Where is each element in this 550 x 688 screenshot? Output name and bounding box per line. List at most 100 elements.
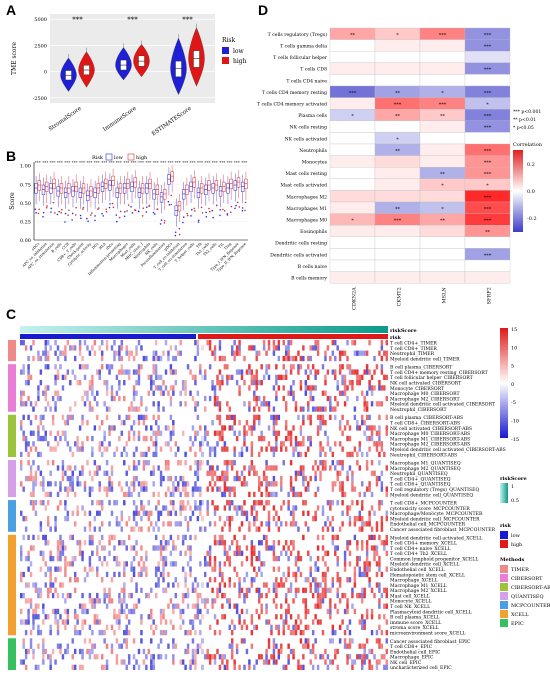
heatmap-cell-high <box>368 664 371 670</box>
heatmap-cell-low <box>66 475 70 482</box>
heatmap-cell-high <box>378 505 381 511</box>
outlier-high <box>37 212 40 215</box>
heatmap-cell-high <box>174 545 178 551</box>
heatmap-cell-low <box>32 624 35 630</box>
heatmap-row-label: uncharacterized cell_EPIC <box>390 665 452 671</box>
heatmap-cell-high <box>140 555 143 562</box>
outlier-high <box>91 212 93 214</box>
heatmap-cell-low <box>54 614 57 620</box>
heatmap-cell-high <box>378 380 381 386</box>
heatmap-cell-low <box>365 369 369 375</box>
heatmap-cell-high <box>233 491 236 498</box>
heatmap-cell-high <box>61 470 65 476</box>
heatmap-cell-high <box>150 510 153 516</box>
heatmap-cell-low <box>162 566 165 572</box>
outlier-low <box>42 215 44 218</box>
heatmap-cell-high <box>341 446 344 452</box>
heatmap-cell-high <box>110 465 114 471</box>
heatmap-cell-high <box>24 598 28 604</box>
heatmap-cell-low <box>110 395 114 402</box>
heatmap-cell-low <box>137 648 141 655</box>
heatmap-cell-high <box>137 526 141 532</box>
heatmap-cell-low <box>24 629 28 636</box>
heatmap-cell-high <box>118 395 121 402</box>
heatmap-cell-low <box>88 534 92 541</box>
heatmap-cell-high <box>154 340 158 346</box>
heatmap-cell-low <box>311 629 315 636</box>
heatmap-cell-high <box>253 500 256 506</box>
heatmap-cell-high <box>336 587 339 593</box>
heatmap-cell-high <box>365 486 369 492</box>
heatmap-cell-high <box>272 481 276 487</box>
y-tick-label: 0.25 <box>20 219 31 225</box>
heatmap-cell-high <box>294 355 298 362</box>
heatmap-cell-low <box>204 425 207 431</box>
heatmap-cell-low <box>64 500 67 506</box>
heatmap-cell-low <box>130 608 133 615</box>
heatmap-cell-high <box>361 545 364 551</box>
heatmap-cell-high <box>334 406 337 412</box>
heatmap-cell-high <box>250 614 254 620</box>
heatmap-cell-high <box>370 545 374 551</box>
heatmap-cell-high <box>37 643 40 649</box>
significance-label: *** <box>190 160 196 165</box>
heatmap-cell-high <box>375 446 379 452</box>
heatmap-cell-high <box>253 465 256 471</box>
heatmap-cell-high <box>218 380 222 386</box>
heatmap-cell-high <box>324 374 327 381</box>
heatmap-cell-low <box>282 619 285 625</box>
heatmap-cell-low <box>22 592 25 599</box>
heatmap-cell-high <box>250 555 254 562</box>
heatmap-cell-high <box>91 406 94 412</box>
heatmap-cell-low <box>368 582 371 588</box>
heatmap-cell-high <box>265 534 268 541</box>
correlation-cell <box>329 120 376 133</box>
heatmap-cell-low <box>294 521 298 527</box>
heatmap-cell-low <box>56 355 60 362</box>
heatmap-cell-high <box>287 571 290 578</box>
heatmap-cell-high <box>24 515 28 522</box>
heatmap-cell-high <box>346 659 349 665</box>
heatmap-cell-high <box>218 486 222 492</box>
heatmap-cell-high <box>46 521 50 527</box>
heatmap-cell-low <box>253 664 256 670</box>
heatmap-cell-high <box>304 643 308 649</box>
heatmap-cell-high <box>280 475 283 482</box>
heatmap-cell-high <box>213 629 217 636</box>
heatmap-cell-low <box>22 643 25 649</box>
heatmap-cell-low <box>142 414 146 421</box>
heatmap-cell-low <box>127 369 131 375</box>
heatmap-cell-low <box>196 515 200 522</box>
legend-swatch-low <box>222 47 229 54</box>
heatmap-row-label: Neutrophil_CIBERSORT <box>390 407 447 413</box>
heatmap-cell-low <box>314 374 317 381</box>
significance-label: *** <box>72 160 78 165</box>
heatmap-cell-low <box>118 619 121 625</box>
heatmap-cell-low <box>125 350 128 356</box>
heatmap-cell-high <box>383 540 386 546</box>
heatmap-cell-high <box>275 465 278 471</box>
heatmap-cell-low <box>44 350 47 356</box>
heatmap-cell-low <box>324 521 327 527</box>
x-tick-label: CCR <box>61 242 70 251</box>
heatmap-cell-low <box>356 395 359 402</box>
legend-title-riskscore: riskScore <box>500 476 527 482</box>
heatmap-cell-high <box>304 608 308 615</box>
heatmap-cell-high <box>238 577 241 583</box>
heatmap-cell-low <box>370 390 374 396</box>
heatmap-cell-high <box>346 355 349 362</box>
heatmap-cell-low <box>24 401 28 407</box>
heatmap-cell-low <box>189 664 192 670</box>
heatmap-cell-high <box>226 401 229 407</box>
heatmap-cell-high <box>216 430 219 436</box>
box-high <box>185 184 189 195</box>
heatmap-cell-high <box>370 470 374 476</box>
correlation-cell <box>329 236 376 249</box>
heatmap-cell-high <box>370 430 374 436</box>
correlation-cell <box>419 62 466 75</box>
heatmap-cell-high <box>378 350 381 356</box>
heatmap-cell-high <box>208 555 212 562</box>
heatmap-cell-high <box>78 550 82 556</box>
heatmap-cell-high <box>88 638 92 644</box>
heatmap-cell-high <box>64 545 67 551</box>
